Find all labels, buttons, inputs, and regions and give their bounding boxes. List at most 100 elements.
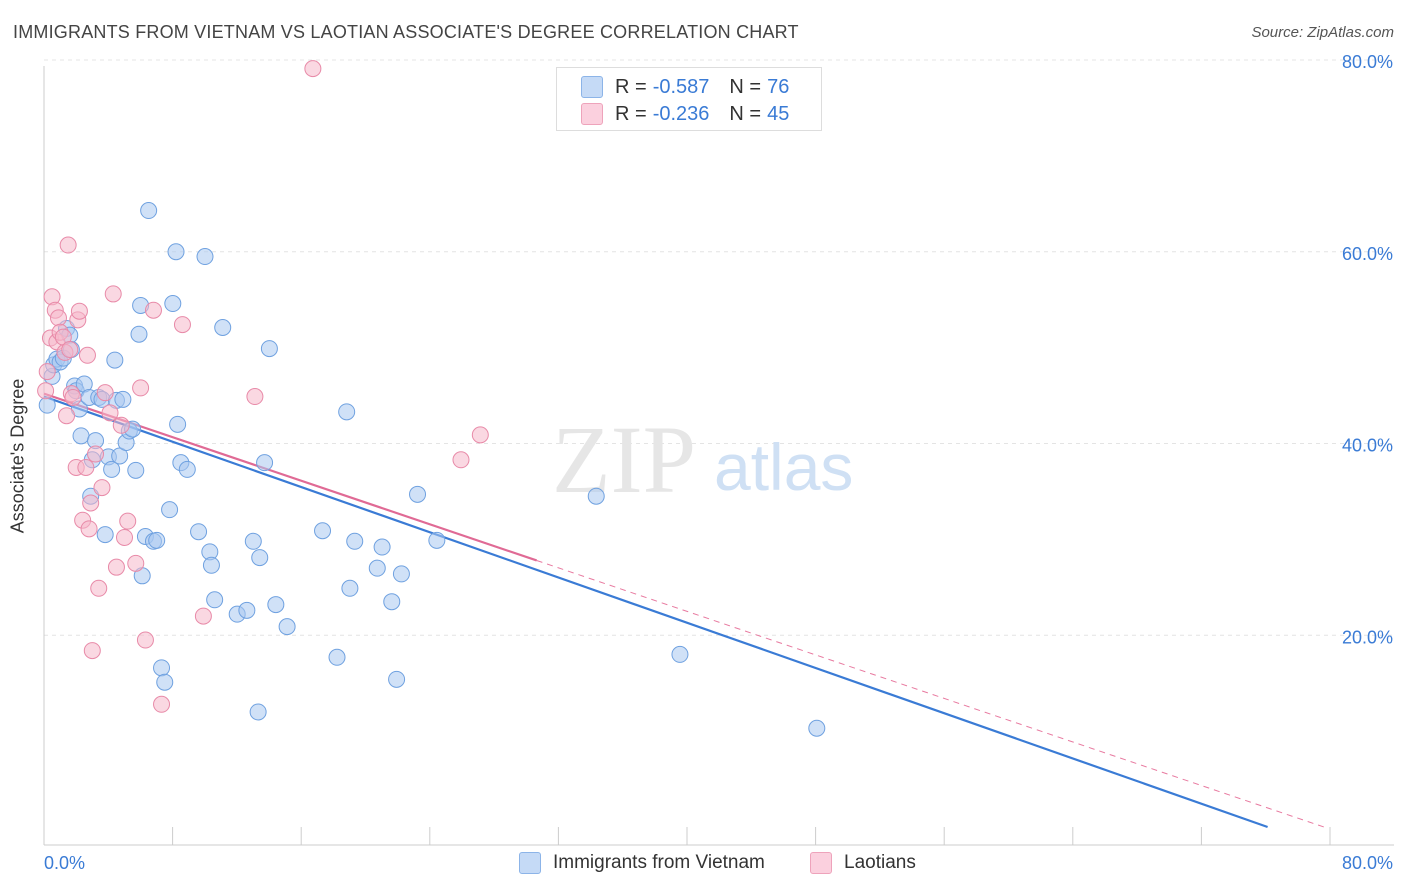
point-laotians <box>127 554 145 572</box>
point-laotians <box>96 384 114 402</box>
point-vietnam <box>346 532 364 550</box>
point-vietnam <box>328 648 346 666</box>
watermark-atlas: atlas <box>714 430 853 504</box>
point-laotians <box>116 528 133 546</box>
trend-line-vietnam <box>43 395 1268 829</box>
point-vietnam <box>373 538 391 556</box>
x-tick-label: 80.0% <box>1342 853 1393 873</box>
point-vietnam <box>251 549 269 567</box>
point-laotians <box>471 426 489 444</box>
point-laotians <box>59 236 77 254</box>
legend-item-vietnam[interactable]: Immigrants from Vietnam <box>519 852 765 874</box>
data-points <box>37 60 826 737</box>
point-laotians <box>246 388 264 406</box>
point-laotians <box>136 631 154 649</box>
point-vietnam <box>148 531 166 549</box>
point-vietnam <box>338 403 356 421</box>
legend-swatch-laotians <box>810 852 832 874</box>
trend-extension-laotians <box>536 559 1325 828</box>
legend-row-vietnam: R = -0.587 N = 76 <box>581 74 789 100</box>
point-vietnam <box>409 485 427 503</box>
point-laotians <box>87 445 105 463</box>
point-vietnam <box>392 565 410 583</box>
point-laotians <box>58 407 76 425</box>
point-vietnam <box>314 522 332 540</box>
point-vietnam <box>127 461 145 479</box>
point-laotians <box>173 316 191 334</box>
point-vietnam <box>368 559 386 577</box>
point-laotians <box>107 558 125 576</box>
point-vietnam <box>38 396 56 414</box>
point-vietnam <box>260 340 278 358</box>
point-laotians <box>49 309 67 327</box>
point-vietnam <box>164 295 182 313</box>
point-vietnam <box>428 531 446 549</box>
legend-row-laotians: R = -0.236 N = 45 <box>581 101 789 127</box>
grid-lines <box>44 59 1394 636</box>
legend-swatch-vietnam <box>519 852 541 874</box>
y-tick-label: 40.0% <box>1342 436 1393 456</box>
point-laotians <box>61 341 79 359</box>
point-laotians <box>37 382 55 400</box>
point-vietnam <box>140 202 158 220</box>
legend-item-laotians[interactable]: Laotians <box>810 852 916 874</box>
point-vietnam <box>130 325 148 343</box>
legend-label-vietnam: Immigrants from Vietnam <box>553 852 765 873</box>
watermark: ZIP atlas <box>552 406 853 513</box>
x-tick-label: 0.0% <box>44 853 85 873</box>
point-vietnam <box>671 645 689 663</box>
point-vietnam <box>214 318 232 336</box>
point-vietnam <box>202 556 220 574</box>
series-legend: Immigrants from Vietnam Laotians <box>0 852 1406 878</box>
legend-n-label: N = <box>729 102 762 125</box>
legend-n-value: 45 <box>767 102 790 125</box>
point-vietnam <box>96 526 114 544</box>
legend-n-label: N = <box>729 75 762 98</box>
point-laotians <box>144 301 162 319</box>
point-laotians <box>452 451 470 469</box>
point-vietnam <box>190 523 208 541</box>
legend-swatch-laotians <box>581 103 603 125</box>
point-laotians <box>90 579 108 597</box>
source-label: Source: ZipAtlas.com <box>1251 24 1394 41</box>
point-vietnam <box>167 243 185 261</box>
point-laotians <box>70 302 88 320</box>
point-laotians <box>64 388 82 406</box>
point-laotians <box>82 494 100 512</box>
point-vietnam <box>161 501 179 519</box>
y-tick-label: 20.0% <box>1342 627 1393 647</box>
point-vietnam <box>383 593 401 611</box>
legend-r-label: R = <box>615 102 647 125</box>
point-vietnam <box>238 601 256 619</box>
y-axis-label: Associate's Degree <box>7 378 28 534</box>
legend-r-value: -0.587 <box>652 75 710 98</box>
point-vietnam <box>106 351 124 369</box>
point-vietnam <box>256 454 274 472</box>
point-vietnam <box>587 487 605 505</box>
point-vietnam <box>267 596 285 614</box>
correlation-legend: R = -0.587 N = 76 R = -0.236 N = 45 <box>556 67 822 131</box>
chart-title: IMMIGRANTS FROM VIETNAM VS LAOTIAN ASSOC… <box>13 22 799 42</box>
legend-r-value: -0.236 <box>652 102 710 125</box>
point-laotians <box>83 642 101 660</box>
point-laotians <box>77 458 95 476</box>
point-vietnam <box>72 427 90 445</box>
point-laotians <box>38 363 56 381</box>
point-laotians <box>304 60 322 78</box>
point-laotians <box>104 285 122 303</box>
point-laotians <box>112 416 130 434</box>
y-tick-label: 80.0% <box>1342 52 1393 72</box>
point-vietnam <box>341 579 359 597</box>
point-vietnam <box>114 390 132 408</box>
point-vietnam <box>244 532 262 550</box>
point-laotians <box>153 695 171 713</box>
point-vietnam <box>196 248 214 266</box>
point-laotians <box>93 479 111 497</box>
point-laotians <box>132 379 150 397</box>
point-laotians <box>101 404 119 422</box>
legend-r-label: R = <box>615 75 647 98</box>
legend-swatch-vietnam <box>581 76 603 98</box>
point-laotians <box>119 512 137 530</box>
point-vietnam <box>388 670 406 688</box>
